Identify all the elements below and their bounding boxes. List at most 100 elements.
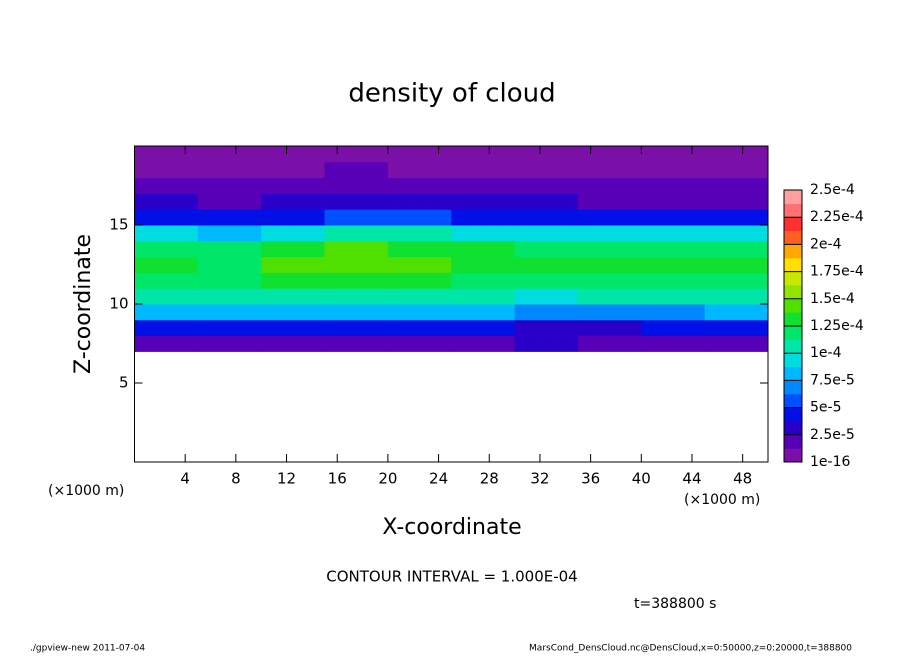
cell	[514, 146, 579, 163]
cell	[704, 146, 769, 163]
cell	[261, 209, 326, 226]
cell	[641, 319, 706, 337]
cell	[197, 177, 262, 194]
field	[134, 146, 769, 352]
x-tick-label: 36	[581, 470, 600, 488]
cell	[387, 335, 452, 352]
cell	[134, 319, 199, 337]
colorbar-swatch	[784, 326, 802, 340]
cell	[641, 256, 706, 273]
colorbar-label: 2.5e-4	[810, 182, 855, 198]
footer: ./gpview-new 2011-07-04	[30, 644, 145, 654]
cell	[704, 240, 769, 258]
footer: MarsCond_DensCloud.nc@DensCloud,x=0:5000…	[529, 644, 852, 654]
cell	[134, 335, 199, 352]
cell	[514, 177, 579, 194]
cell	[704, 304, 769, 321]
colorbar-swatch	[784, 407, 802, 422]
colorbar-swatch	[784, 339, 802, 354]
cell	[577, 256, 642, 273]
cell	[134, 146, 199, 163]
cell	[514, 288, 579, 305]
cell	[134, 256, 199, 273]
cell	[261, 161, 326, 179]
cell	[261, 319, 326, 337]
cell	[197, 304, 262, 321]
cell	[387, 193, 452, 210]
cell	[451, 319, 516, 337]
cell	[704, 193, 769, 210]
x-tick-label: 44	[682, 470, 701, 488]
x-tick-label: 40	[632, 470, 651, 488]
colorbar-swatch	[784, 190, 802, 204]
cell	[261, 193, 326, 210]
colorbar-swatch	[784, 394, 802, 408]
time-label: t=388800 s	[634, 596, 716, 612]
cell	[261, 146, 326, 163]
cell	[197, 209, 262, 226]
colorbar-swatch	[784, 203, 802, 218]
colorbar-swatch	[784, 366, 802, 381]
colorbar-swatch	[784, 312, 802, 327]
cell	[641, 225, 706, 242]
cell	[451, 304, 516, 321]
cell	[324, 240, 389, 258]
cell	[261, 304, 326, 321]
cell	[197, 288, 262, 305]
cell	[451, 209, 516, 226]
cell	[577, 288, 642, 305]
cell	[324, 335, 389, 352]
cell	[704, 335, 769, 352]
x-tick-label: 48	[733, 470, 752, 488]
cell	[451, 240, 516, 258]
cell	[451, 177, 516, 194]
cell	[197, 335, 262, 352]
cell	[641, 304, 706, 321]
colorbar-label: 1.5e-4	[810, 291, 855, 307]
cell	[387, 272, 452, 289]
cell	[324, 146, 389, 163]
cell	[641, 177, 706, 194]
cell	[134, 304, 199, 321]
cell	[577, 272, 642, 289]
cell	[197, 146, 262, 163]
cell	[577, 161, 642, 179]
cell	[387, 288, 452, 305]
cell	[451, 193, 516, 210]
cell	[134, 177, 199, 194]
cell	[387, 304, 452, 321]
colorbar-swatch	[784, 380, 802, 395]
colorbar-label: 5e-5	[810, 400, 841, 416]
x-tick-label: 12	[277, 470, 296, 488]
colorbar-swatch	[784, 271, 802, 286]
x-tick-label: 24	[429, 470, 448, 488]
cell	[704, 225, 769, 242]
colorbar-label: 7.5e-5	[810, 372, 855, 388]
cell	[514, 240, 579, 258]
colorbar-swatch	[784, 230, 802, 245]
y-tick-label: 10	[109, 295, 128, 313]
cell	[451, 272, 516, 289]
cell	[387, 161, 452, 179]
cell	[451, 288, 516, 305]
colorbar-swatch	[784, 217, 802, 232]
cell	[577, 319, 642, 337]
y-tick-label: 15	[109, 216, 128, 234]
cell	[134, 225, 199, 242]
cell	[514, 272, 579, 289]
cell	[134, 209, 199, 226]
cell	[641, 193, 706, 210]
x-tick-label: 20	[378, 470, 397, 488]
cell	[451, 161, 516, 179]
colorbar-label: 1e-4	[810, 345, 842, 361]
cell	[261, 240, 326, 258]
colorbar-swatch	[784, 421, 802, 436]
cell	[641, 272, 706, 289]
colorbar-label: 1.75e-4	[810, 264, 864, 280]
cell	[387, 177, 452, 194]
cell	[514, 225, 579, 242]
cell	[197, 161, 262, 179]
cell	[641, 146, 706, 163]
cell	[641, 209, 706, 226]
